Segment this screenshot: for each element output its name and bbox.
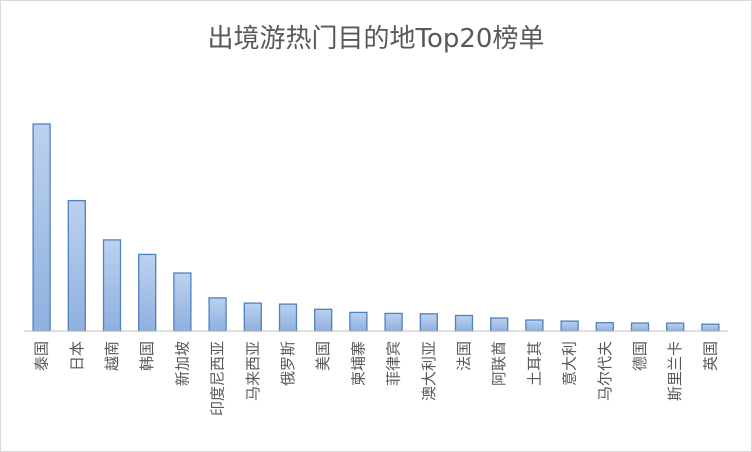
bar-17 [630, 322, 650, 332]
x-tick-label-3: 韩国 [138, 341, 156, 371]
bar-4 [173, 272, 192, 332]
bar-14 [525, 319, 544, 332]
bar-9 [349, 311, 368, 332]
bar-2 [102, 239, 122, 332]
x-tick-label-15: 意大利 [561, 341, 579, 386]
x-tick-label-9: 柬埔寨 [349, 341, 367, 386]
bar-10 [384, 312, 403, 332]
bar-12 [454, 314, 474, 332]
x-tick-label-0: 泰国 [33, 341, 51, 371]
x-tick-label-18: 斯里兰卡 [666, 341, 684, 401]
x-tick-label-12: 法国 [455, 341, 473, 371]
bar-7 [278, 303, 298, 332]
bar-6 [243, 302, 262, 332]
bar-0 [32, 123, 51, 332]
bar-19 [701, 323, 720, 332]
bar-8 [314, 308, 333, 332]
x-tick-label-10: 菲律宾 [385, 341, 403, 386]
x-tick-label-2: 越南 [103, 341, 121, 371]
x-tick-label-6: 马来西亚 [244, 341, 262, 401]
x-tick-label-5: 印度尼西亚 [209, 341, 227, 416]
chart-title: 出境游热门目的地Top20榜单 [207, 24, 545, 54]
bar-18 [666, 322, 685, 332]
x-tick-label-8: 美国 [314, 341, 332, 371]
x-tick-label-1: 日本 [68, 341, 86, 371]
x-tick-label-17: 德国 [631, 341, 649, 371]
bar-5 [208, 297, 227, 332]
x-tick-label-11: 澳大利亚 [420, 341, 438, 401]
x-tick-label-19: 英国 [701, 341, 719, 371]
bar-15 [560, 320, 579, 332]
x-tick-label-16: 马尔代夫 [596, 341, 614, 401]
bar-16 [595, 322, 614, 332]
x-tick-label-14: 土耳其 [525, 341, 543, 386]
x-tick-label-13: 阿联酋 [490, 341, 508, 386]
x-tick-label-4: 新加坡 [173, 341, 191, 386]
bar-13 [490, 317, 509, 332]
bar-11 [419, 313, 438, 332]
x-tick-label-7: 俄罗斯 [279, 341, 297, 386]
bar-3 [138, 253, 157, 332]
bar-1 [67, 199, 86, 332]
